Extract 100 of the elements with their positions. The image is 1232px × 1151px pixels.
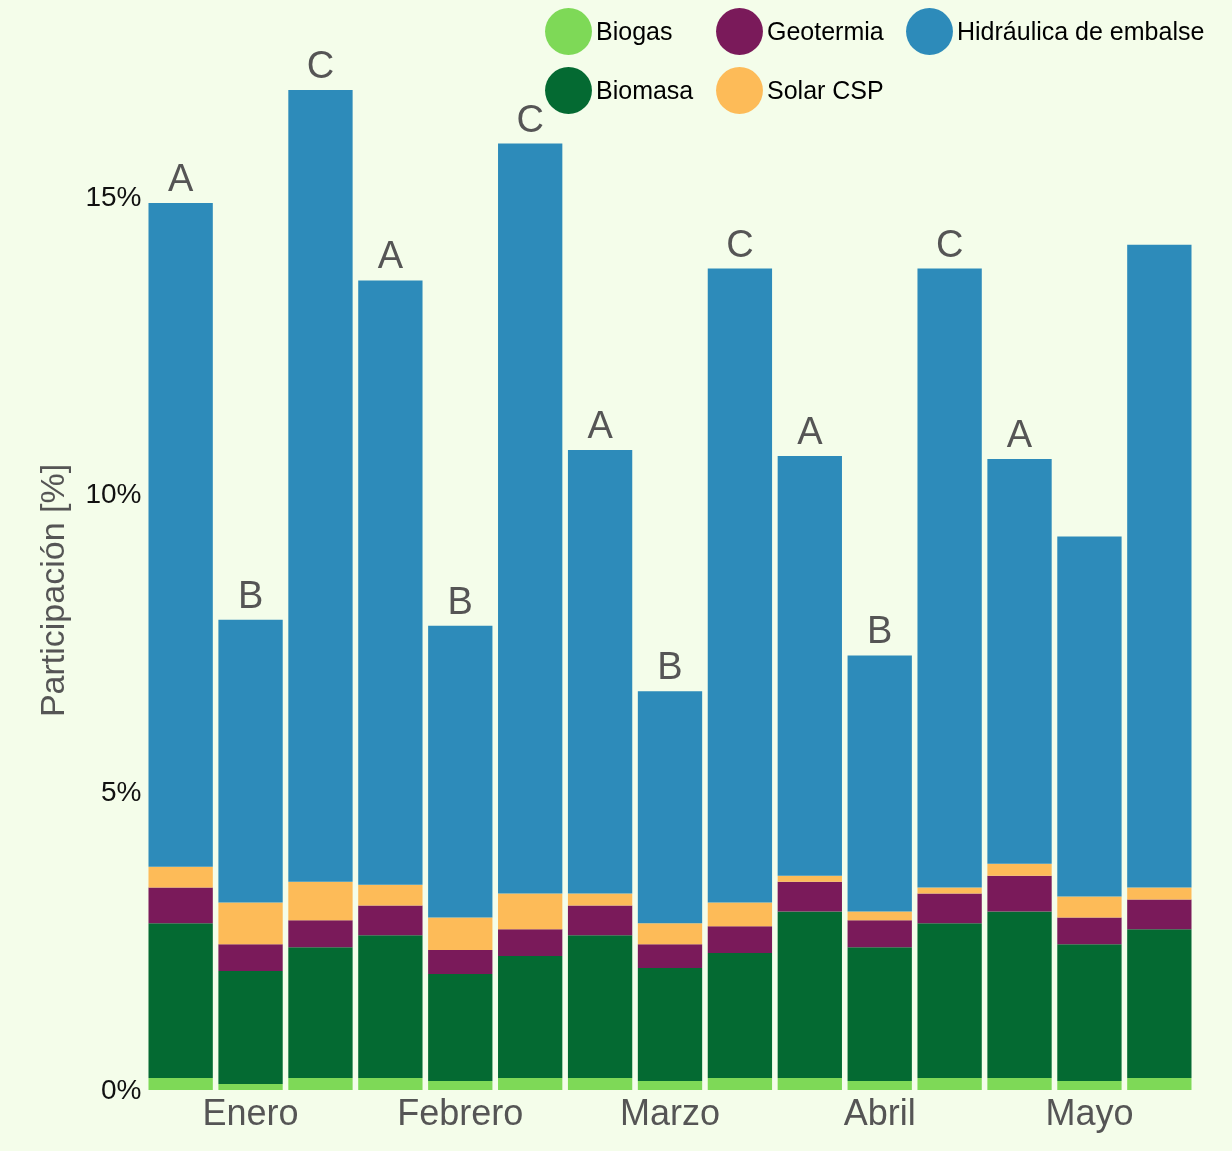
bar xyxy=(637,944,703,968)
bar xyxy=(218,619,283,903)
bar xyxy=(847,655,912,912)
bar xyxy=(567,905,633,936)
data-label: A xyxy=(167,157,194,200)
bar xyxy=(637,1081,703,1090)
x-tick-label: Marzo xyxy=(619,1091,721,1133)
data-label: B xyxy=(657,645,683,688)
bar xyxy=(987,875,1052,912)
bar xyxy=(358,280,423,885)
bar xyxy=(987,459,1052,864)
legend-label: Hidráulica de embalse xyxy=(957,16,1205,45)
data-label: C xyxy=(516,97,544,140)
bar xyxy=(917,923,982,1079)
bar xyxy=(358,905,423,936)
data-label: B xyxy=(447,579,473,622)
bar xyxy=(637,691,703,924)
bar xyxy=(358,884,423,906)
bar xyxy=(218,944,283,971)
bar xyxy=(358,935,423,1079)
bar xyxy=(288,90,353,882)
bar xyxy=(777,875,842,882)
y-axis-title: Participación [%] xyxy=(33,463,72,718)
bar xyxy=(428,950,493,974)
bar xyxy=(917,268,982,888)
y-tick-label: 0% xyxy=(101,1073,142,1105)
bar xyxy=(498,143,563,894)
data-label: B xyxy=(237,573,264,616)
bar xyxy=(1057,536,1122,897)
bar xyxy=(777,456,842,876)
bar xyxy=(567,893,633,906)
x-tick-label: Febrero xyxy=(397,1091,524,1133)
y-tick-label: 5% xyxy=(101,775,142,807)
bar xyxy=(917,893,982,924)
bar xyxy=(1057,917,1122,945)
bar xyxy=(1127,929,1192,1079)
bar xyxy=(428,1081,493,1090)
y-tick-label: 10% xyxy=(85,478,142,510)
bar xyxy=(358,1078,423,1090)
bar xyxy=(847,1081,912,1090)
bar xyxy=(428,917,493,951)
bar xyxy=(847,911,912,921)
bar xyxy=(498,929,563,957)
bar xyxy=(498,893,563,930)
bar xyxy=(567,935,633,1079)
x-tick-label: Abril xyxy=(843,1091,916,1133)
data-label: C xyxy=(726,222,754,265)
bar xyxy=(707,268,773,903)
bar xyxy=(637,967,703,1082)
bar xyxy=(148,866,213,888)
bar xyxy=(917,1078,982,1090)
bar xyxy=(288,1078,353,1090)
bar xyxy=(498,1078,563,1090)
data-label: A xyxy=(797,410,824,453)
bar xyxy=(777,881,842,912)
legend-label: Geotermia xyxy=(767,16,884,45)
bar xyxy=(288,920,353,948)
bar xyxy=(288,947,353,1079)
bar xyxy=(847,920,912,948)
data-label: A xyxy=(377,234,404,277)
x-tick-label: Mayo xyxy=(1045,1091,1134,1133)
bar xyxy=(148,203,213,867)
bar xyxy=(1057,896,1122,918)
bar xyxy=(1127,1078,1192,1090)
bar xyxy=(148,887,213,924)
bar xyxy=(148,1078,213,1090)
bar xyxy=(987,1078,1052,1090)
bar xyxy=(428,625,493,918)
bar xyxy=(218,970,283,1085)
data-label: C xyxy=(935,222,964,265)
bar xyxy=(777,911,842,1079)
data-label: C xyxy=(306,44,335,86)
bar xyxy=(1127,887,1192,900)
bar xyxy=(1057,944,1122,1082)
data-label: A xyxy=(1006,413,1033,456)
bar xyxy=(288,881,353,921)
bar xyxy=(498,956,563,1079)
bar xyxy=(917,887,982,894)
legend-label: Biogas xyxy=(596,16,673,45)
legend-label: Solar CSP xyxy=(767,75,884,104)
bar xyxy=(847,947,912,1082)
bar xyxy=(1057,1081,1122,1090)
legend-label: Biomasa xyxy=(596,75,694,104)
bar xyxy=(567,450,633,894)
bar xyxy=(707,902,773,927)
bar xyxy=(148,923,213,1079)
bar xyxy=(707,953,773,1079)
bar xyxy=(777,1078,842,1090)
y-tick-label: 15% xyxy=(85,180,142,212)
bar xyxy=(567,1078,633,1090)
data-label: B xyxy=(867,609,893,652)
data-label: A xyxy=(587,404,614,447)
bar xyxy=(1127,899,1192,930)
bar xyxy=(218,1084,283,1090)
bar xyxy=(637,923,703,945)
bar xyxy=(218,902,283,945)
bar xyxy=(987,863,1052,876)
bar xyxy=(428,973,493,1082)
bar xyxy=(1127,244,1192,888)
x-tick-label: Enero xyxy=(202,1091,299,1133)
